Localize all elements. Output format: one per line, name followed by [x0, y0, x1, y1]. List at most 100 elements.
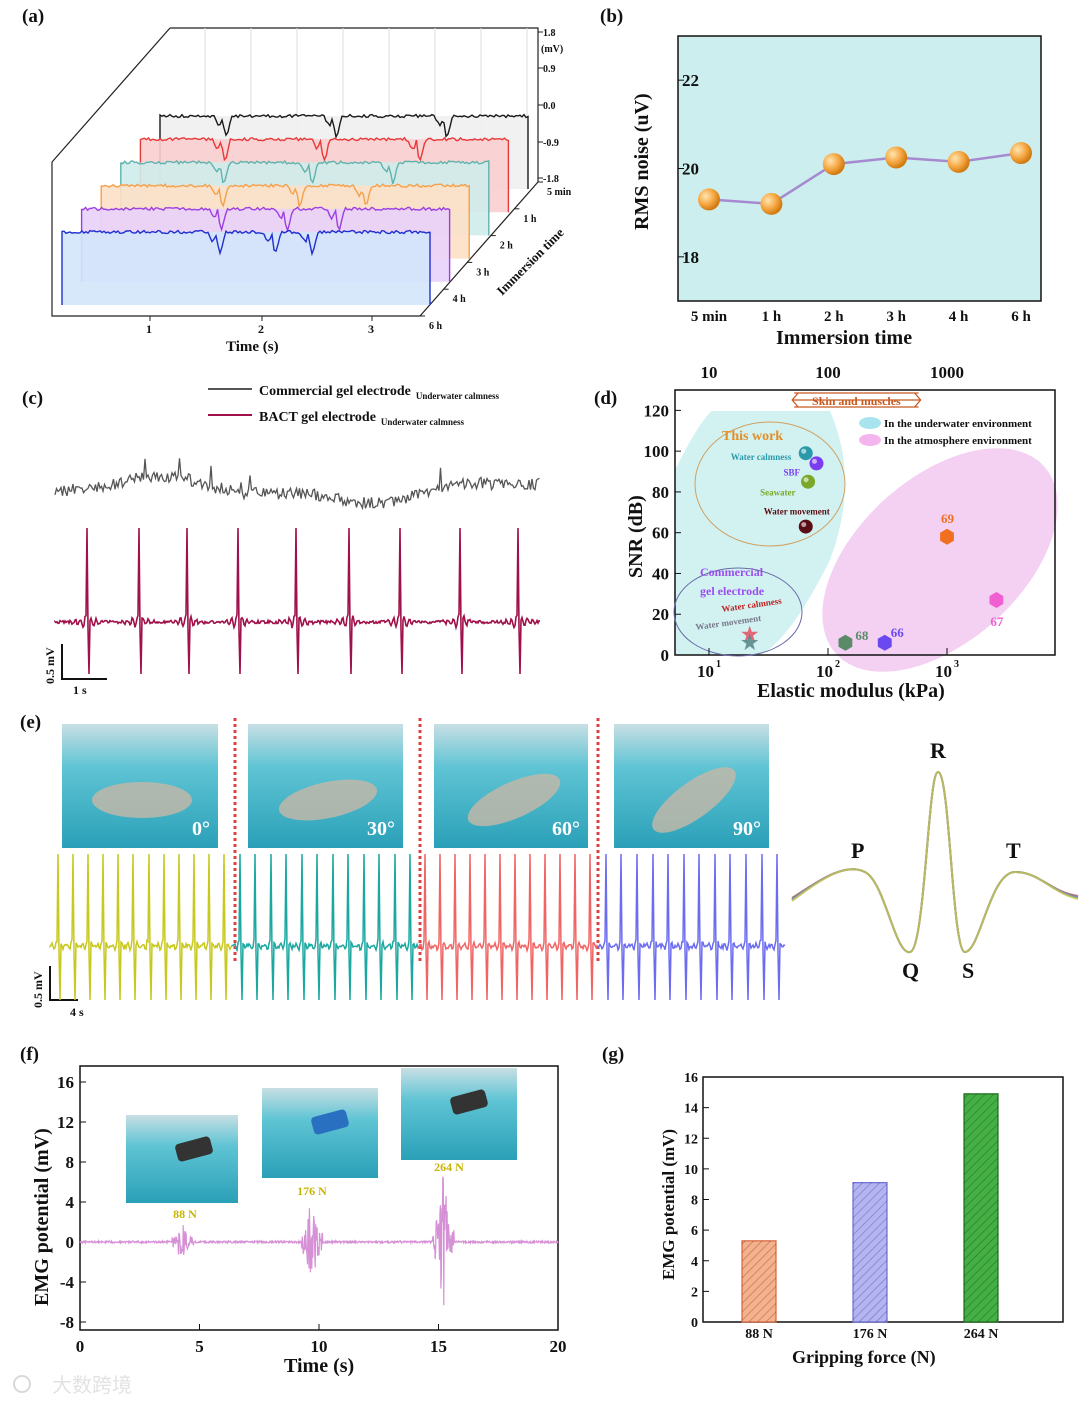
panel-label-c: (c) [22, 388, 43, 409]
e-scale-y: 0.5 mV [31, 971, 45, 1008]
a-trace-3h [100, 183, 470, 259]
panel-label-g: (g) [602, 1044, 624, 1065]
watermark: 大数跨境 [13, 1373, 132, 1397]
d-point-star [741, 633, 759, 651]
b-xtick-label: 1 h [762, 309, 782, 325]
a-trace-1h [139, 136, 510, 213]
g-xtick-label: 176 N [853, 1327, 888, 1342]
a-back-wall [170, 27, 539, 182]
c-legend-bact-sub: Underwater calmness [381, 417, 465, 427]
g-ytick-label: 8 [691, 1194, 698, 1209]
e-trace-1 [231, 853, 419, 1001]
a-xlabel: Time (s) [226, 339, 279, 355]
panel-label-e: (e) [20, 712, 41, 733]
a-y-unit: (mV) [541, 44, 563, 55]
b-point [698, 188, 720, 211]
d-xtick-exp: 3 [954, 659, 959, 670]
a-trace-6h [61, 229, 431, 305]
d-point-label: 69 [941, 511, 955, 526]
f-burst-label: 176 N [297, 1184, 327, 1198]
e-wave-label-R: R [930, 738, 947, 763]
g-xlabel: Gripping force (N) [792, 1347, 936, 1368]
d-point-highlight [811, 458, 817, 464]
watermark-logo-icon [13, 1375, 31, 1393]
panel-b: Immersion time RMS noise (uV) 18 20 22 5 mi… [631, 35, 1042, 349]
c-legend-bact: BACT gel electrode [259, 410, 376, 425]
d-top-tick-label: 1000 [930, 363, 964, 382]
d-ytick-label: 80 [652, 483, 669, 502]
d-ytick-label: 40 [652, 564, 669, 583]
f-ytick-label: 12 [57, 1113, 74, 1132]
a-ytick-label: 1.8 [543, 28, 556, 39]
d-point-label: Seawater [760, 488, 796, 498]
d-legend-label: In the atmosphere environment [884, 435, 1032, 447]
e-photo-arm [652, 767, 736, 833]
f-xtick-label: 15 [430, 1337, 447, 1356]
d-region-atmosphere [822, 448, 1058, 672]
g-ytick-label: 12 [684, 1132, 698, 1147]
a-xtick-label: 2 [258, 322, 264, 336]
d-point-label: 68 [855, 628, 869, 643]
e-angle-label: 60° [552, 818, 580, 840]
g-ylabel: EMG potential (mV) [659, 1129, 678, 1280]
e-wave-label-P: P [851, 838, 864, 863]
f-trace [79, 1176, 559, 1306]
d-group-commercial [673, 567, 803, 657]
f-ytick-label: 0 [66, 1233, 75, 1252]
g-xtick-label: 264 N [964, 1327, 999, 1342]
d-top-tick-label: 100 [815, 363, 841, 382]
b-ytick-label: 22 [682, 71, 699, 90]
f-ytick-label: -4 [60, 1273, 75, 1292]
a-xtick-label: 3 [368, 322, 374, 336]
d-legend-swatch [859, 417, 881, 429]
d-ytick-label: 120 [644, 401, 670, 420]
d-ylabel: SNR (dB) [625, 495, 647, 578]
g-bar-hatch [964, 1093, 998, 1322]
g-ytick-label: 4 [691, 1255, 698, 1270]
b-xtick-label: 2 h [824, 309, 844, 325]
a-trace-2h [120, 159, 490, 236]
b-point [822, 153, 845, 176]
d-group-label: This work [722, 429, 783, 444]
a-ztick-label: 5 min [547, 187, 572, 198]
f-xtick-label: 20 [550, 1337, 567, 1356]
a-zlabel: Immersion time [494, 225, 567, 298]
e-ecg-waveform [791, 770, 1079, 954]
d-ytick-label: 60 [652, 524, 669, 543]
e-angle-label: 0° [192, 818, 210, 840]
f-photo-wristband [450, 1089, 488, 1115]
c-trace-bact [54, 527, 541, 675]
d-region-underwater [675, 411, 845, 655]
d-top-tick-label: 10 [701, 363, 718, 382]
f-ytick-label: 8 [66, 1153, 75, 1172]
e-ecg-waveform [791, 770, 1079, 954]
f-burst-label: 264 N [434, 1160, 464, 1174]
d-point-star [741, 625, 759, 642]
g-ytick-label: 16 [684, 1071, 698, 1086]
e-wave-label-Q: Q [902, 958, 919, 983]
b-point [885, 146, 908, 169]
d-range-arrow [791, 392, 922, 408]
a-ytick-label: 0.0 [543, 101, 556, 112]
c-trace-commercial [54, 458, 540, 511]
d-group-label: gel electrode [700, 584, 765, 598]
a-ztick-label: 2 h [500, 241, 514, 252]
e-angle-label: 30° [367, 818, 395, 840]
d-point-hexagon [940, 528, 954, 545]
d-point-hexagon [877, 634, 892, 651]
g-ytick-label: 6 [691, 1224, 698, 1239]
panel-c: Commercial gel electrode Underwater calm… [43, 384, 541, 697]
d-point-hexagon [989, 592, 1004, 608]
a-ytick-label: -0.9 [543, 138, 559, 149]
d-point-sphere [801, 474, 816, 489]
d-xlabel: Elastic modulus (kPa) [757, 680, 945, 702]
a-axes-frame [51, 27, 539, 317]
d-plot-area [674, 389, 1056, 656]
d-xtick-label: 10 [816, 662, 833, 681]
e-trace-2 [417, 853, 599, 1001]
d-ytick-label: 100 [644, 442, 670, 461]
b-xtick-label: 4 h [949, 309, 969, 325]
b-ylabel: RMS noise (uV) [631, 93, 653, 230]
g-xtick-label: 88 N [745, 1327, 773, 1342]
b-xtick-label: 3 h [886, 309, 906, 325]
